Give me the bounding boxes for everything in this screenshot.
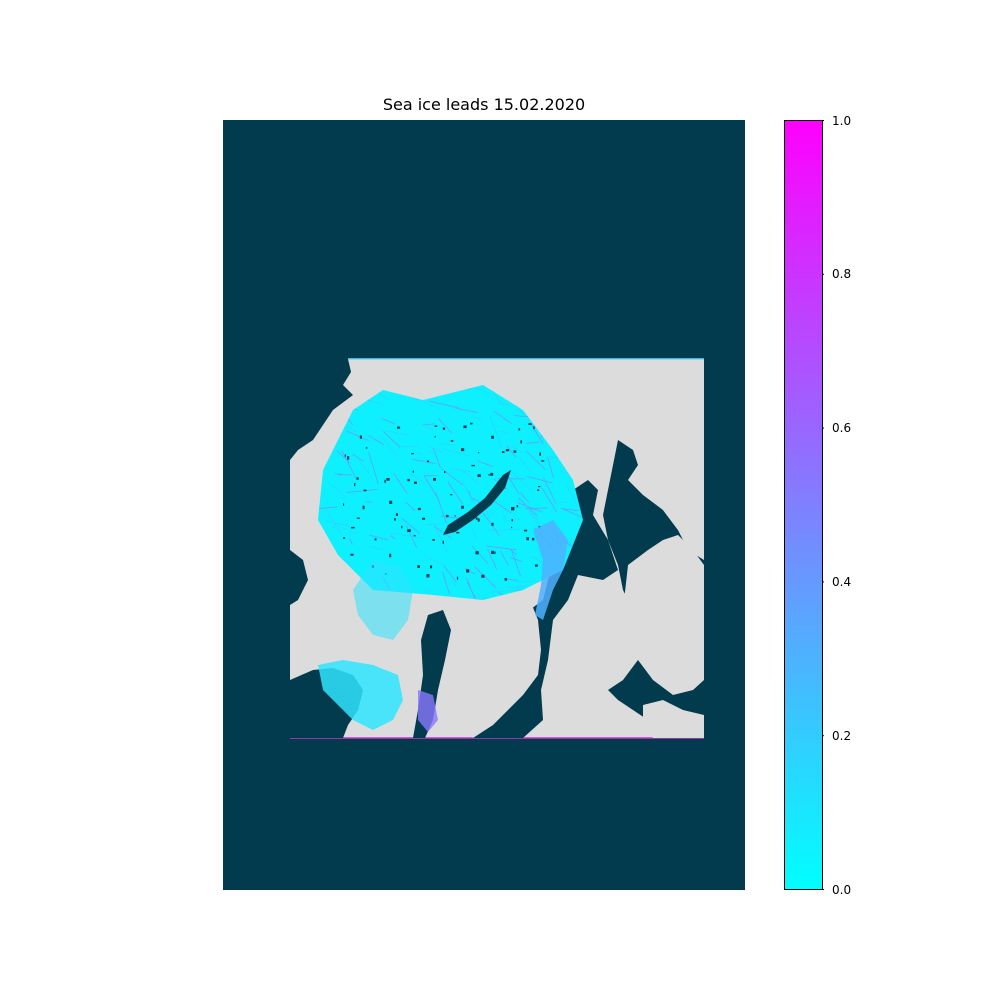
lead-fraction-baffin	[533, 520, 568, 620]
colorbar-tick-label: 1.0	[832, 113, 852, 128]
colorbar-tick-marks	[822, 120, 824, 890]
lead-fraction-channel	[418, 690, 438, 732]
sea-ice-leads-map	[223, 120, 745, 890]
colorbar-tick-label: 0.2	[832, 728, 852, 743]
lead-fraction-southwest	[318, 660, 403, 730]
figure-title: Sea ice leads 15.02.2020	[382, 95, 586, 114]
ocean-west	[290, 550, 308, 605]
ocean-northwest	[290, 359, 353, 460]
open-water-lead	[443, 470, 511, 535]
land-northeast	[638, 440, 704, 560]
colorbar-tick-label: 0.8	[832, 267, 852, 282]
colorbar	[784, 120, 824, 890]
land-east-peninsula	[623, 535, 704, 695]
colorbar-tick-label: 0.6	[832, 421, 852, 436]
colorbar-tick-label: 0.4	[832, 574, 852, 589]
land-southeast	[643, 700, 704, 738]
island-southeast	[553, 675, 583, 702]
colorbar-gradient	[784, 120, 823, 890]
lead-fraction-archipelago	[353, 560, 413, 640]
land-greenland	[438, 580, 541, 738]
colorbar-tick-label: 0.0	[832, 882, 852, 897]
